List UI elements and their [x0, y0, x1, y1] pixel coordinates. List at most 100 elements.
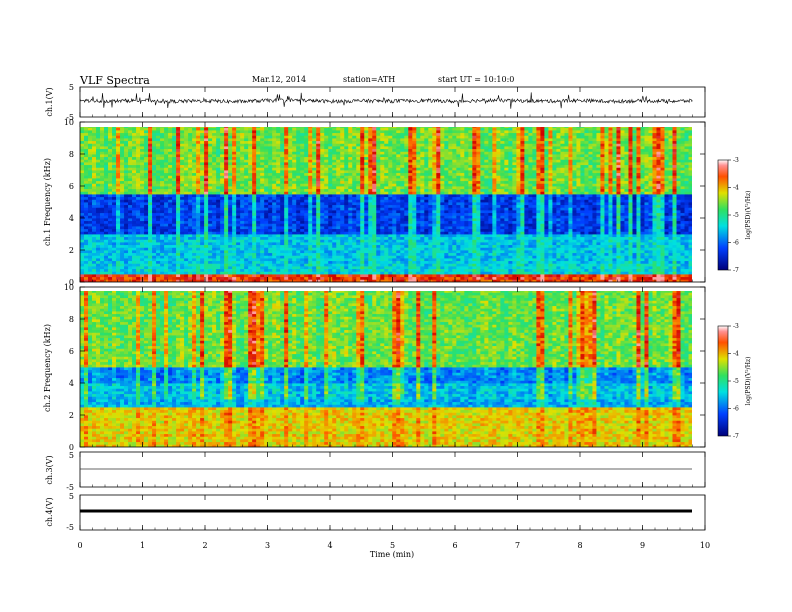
spectrogram-cell [568, 247, 573, 251]
spectrogram-cell [456, 204, 461, 208]
spectrogram-cell [108, 266, 113, 270]
spectrogram-cell [328, 218, 333, 222]
spectrogram-cell [584, 223, 589, 227]
spectrogram-cell [520, 250, 525, 254]
spectrogram-cell [360, 236, 365, 240]
spectrogram-cell [572, 258, 577, 262]
spectrogram-cell [688, 252, 692, 256]
spectrogram-cell [680, 266, 685, 270]
spectrogram-cell [552, 202, 557, 206]
spectrogram-cell [596, 260, 601, 264]
spectrogram-cell [372, 204, 377, 208]
spectrogram-cell [104, 223, 109, 227]
spectrogram-cell [452, 207, 457, 211]
spectrogram-cell [208, 210, 213, 214]
spectrogram-cell [508, 228, 513, 232]
spectrogram-cell [300, 196, 305, 200]
spectrogram-cell [436, 204, 441, 208]
spectrogram-cell [344, 194, 349, 198]
spectrogram-cell [588, 215, 593, 219]
spectrogram-cell [96, 279, 101, 282]
spectrogram-cell [328, 258, 333, 262]
spectrogram-cell [688, 202, 692, 206]
spectrogram-cell [364, 263, 369, 267]
spectrogram-cell [588, 274, 593, 278]
spectrogram-cell [224, 215, 229, 219]
spectrogram-cell [352, 274, 357, 278]
spectrogram-cell [172, 215, 177, 219]
spectrogram-cell [80, 228, 85, 232]
spectrogram-cell [480, 247, 485, 251]
spectrogram-cell [260, 199, 265, 203]
spectrogram-cell [260, 255, 265, 259]
spectrogram-cell [408, 226, 413, 230]
spectrogram-cell [632, 204, 637, 208]
spectrogram-cell [672, 218, 677, 222]
spectrogram-cell [336, 228, 341, 232]
spectrogram-cell [628, 268, 633, 272]
spectrogram-cell [652, 271, 657, 275]
spectrogram-cell [676, 220, 681, 224]
spectrogram-cell [588, 244, 593, 248]
spectrogram-cell [452, 268, 457, 272]
spectrogram-cell [440, 252, 445, 256]
spectrogram-cell [304, 260, 309, 264]
spectrogram-cell [492, 276, 497, 280]
spectrogram-cell [580, 228, 585, 232]
spectrogram-cell [104, 196, 109, 200]
spectrogram-cell [88, 212, 93, 216]
spectrogram-cell [232, 194, 237, 198]
spectrogram-cell [628, 266, 633, 270]
spectrogram-cell [140, 244, 145, 248]
spectrogram-cell [324, 226, 329, 230]
spectrogram-cell [556, 215, 561, 219]
spectrogram-cell [296, 276, 301, 280]
spectrogram-cell [452, 247, 457, 251]
spectrogram-cell [476, 252, 481, 256]
spectrogram-cell [484, 202, 489, 206]
spectrogram-cell [316, 223, 321, 227]
spectrogram-cell [156, 234, 161, 238]
spectrogram-cell [120, 260, 125, 264]
spectrogram-cell [152, 258, 157, 262]
spectrogram-cell [140, 239, 145, 243]
spectrogram-cell [348, 242, 353, 246]
spectrogram-cell [328, 223, 333, 227]
spectrogram-cell [628, 250, 633, 254]
spectrogram-cell [216, 239, 221, 243]
spectrogram-cell [424, 210, 429, 214]
spectrogram-cell [572, 218, 577, 222]
spectrogram-cell [408, 212, 413, 216]
spectrogram-cell [100, 266, 105, 270]
spectrogram-cell [496, 276, 501, 280]
spectrogram-cell [424, 220, 429, 224]
spectrogram-cell [180, 194, 185, 198]
spectrogram-cell [196, 220, 201, 224]
spectrogram-cell [628, 210, 633, 214]
spectrogram-cell [84, 260, 89, 264]
spectrogram-cell [392, 194, 397, 198]
spectrogram-cell [624, 212, 629, 216]
spectrogram-cell [220, 207, 225, 211]
spectrogram-cell [308, 260, 313, 264]
spectrogram-cell [460, 228, 465, 232]
spectrogram-cell [596, 226, 601, 230]
spectrogram-cell [168, 263, 173, 267]
spectrogram-cell [588, 247, 593, 251]
spectrogram-cell [88, 268, 93, 272]
spectrogram-cell [204, 228, 209, 232]
spectrogram-cell [180, 202, 185, 206]
spectrogram-cell [256, 210, 261, 214]
spectrogram-cell [308, 199, 313, 203]
spectrogram-cell [180, 215, 185, 219]
spectrogram-cell [372, 247, 377, 251]
spectrogram-cell [248, 279, 253, 282]
spectrogram-cell [200, 242, 205, 246]
spectrogram-cell [420, 199, 425, 203]
spectrogram-cell [160, 276, 165, 280]
spectrogram-cell [120, 204, 125, 208]
spectrogram-cell [116, 234, 121, 238]
spectrogram-cell [404, 226, 409, 230]
spectrogram-cell [188, 234, 193, 238]
spectrogram-cell [584, 210, 589, 214]
